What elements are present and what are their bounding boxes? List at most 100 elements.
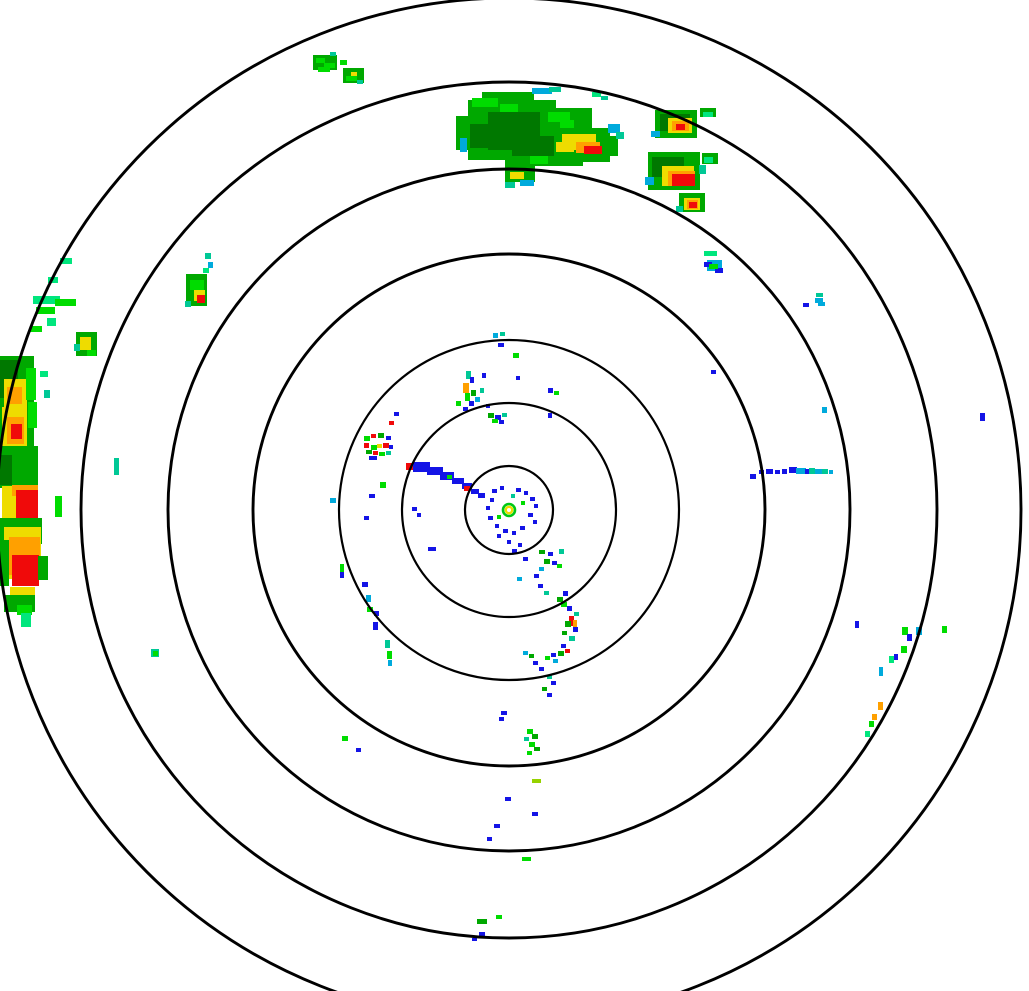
- echo-bin: [548, 552, 553, 556]
- echo-bin: [501, 711, 507, 715]
- echo-bin: [487, 837, 492, 841]
- echo-bin: [74, 344, 80, 351]
- echo-bin: [520, 526, 525, 530]
- echo-bin: [478, 493, 485, 498]
- echo-bin: [428, 547, 436, 551]
- echo-bin: [497, 534, 501, 538]
- echo-bin: [470, 377, 474, 383]
- echo-bin: [869, 721, 874, 727]
- echo-bin: [153, 651, 158, 656]
- echo-bin: [380, 482, 386, 488]
- echo-bin: [782, 469, 787, 474]
- echo-bin: [356, 748, 361, 752]
- echo-bin: [601, 96, 608, 100]
- echo-bin: [815, 469, 822, 474]
- echo-bin: [495, 524, 499, 528]
- echo-bin: [324, 63, 335, 68]
- echo-bin: [608, 124, 620, 133]
- echo-bin: [371, 434, 376, 438]
- echo-bin: [357, 80, 363, 84]
- echo-bin: [704, 157, 713, 163]
- echo-bin: [538, 584, 543, 588]
- echo-bin: [373, 622, 378, 630]
- echo-bin: [565, 649, 570, 653]
- echo-bin: [524, 491, 528, 495]
- echo-bin: [21, 613, 31, 627]
- echo-bin: [498, 343, 504, 347]
- echo-bin: [715, 268, 723, 273]
- echo-bin: [472, 938, 477, 941]
- echo-bin: [672, 174, 695, 186]
- echo-bin: [496, 915, 502, 919]
- echo-bin: [494, 824, 500, 828]
- echo-bin: [532, 779, 541, 783]
- echo-bin: [26, 368, 36, 400]
- echo-bin: [872, 714, 877, 720]
- echo-bin: [346, 76, 357, 81]
- echo-bin: [488, 516, 493, 520]
- echo-bin: [197, 295, 205, 303]
- echo-bin: [547, 693, 552, 697]
- echo-bin: [528, 513, 533, 517]
- echo-bin: [366, 595, 371, 602]
- echo-bin: [544, 591, 549, 595]
- echo-bin: [520, 180, 534, 186]
- echo-bin: [512, 136, 554, 156]
- echo-bin: [534, 504, 538, 508]
- echo-bin: [711, 370, 716, 374]
- echo-bin: [497, 515, 501, 519]
- echo-bin: [879, 667, 883, 676]
- echo-bin: [551, 653, 556, 657]
- echo-bin: [516, 488, 521, 492]
- echo-bin: [548, 112, 570, 122]
- echo-bin: [477, 919, 487, 924]
- echo-bin: [902, 627, 908, 635]
- echo-bin: [386, 436, 391, 440]
- echo-bin: [829, 470, 833, 474]
- echo-bin: [532, 734, 538, 739]
- echo-bin: [464, 486, 470, 491]
- echo-bin: [527, 729, 533, 734]
- echo-bin: [500, 332, 505, 336]
- echo-bin: [796, 468, 806, 474]
- echo-bin: [488, 413, 494, 418]
- echo-bin: [55, 299, 76, 306]
- echo-bin: [511, 494, 515, 498]
- echo-bin: [55, 496, 62, 517]
- echo-bin: [16, 490, 38, 520]
- echo-bin: [552, 561, 557, 565]
- echo-bin: [469, 401, 474, 406]
- echo-bin: [534, 574, 539, 578]
- echo-bin: [493, 333, 498, 338]
- echo-bin: [466, 371, 471, 379]
- echo-bin: [388, 660, 392, 666]
- echo-bin: [563, 591, 568, 596]
- echo-bin: [412, 507, 417, 511]
- echo-bin: [471, 390, 476, 396]
- echo-bin: [366, 450, 372, 454]
- echo-bin: [30, 326, 42, 332]
- echo-bin: [516, 376, 520, 380]
- echo-bin: [386, 451, 391, 455]
- echo-bin: [512, 531, 516, 535]
- echo-bin: [522, 857, 531, 861]
- echo-bin: [548, 388, 553, 393]
- echo-bin: [539, 550, 545, 554]
- echo-bin: [805, 469, 810, 474]
- echo-bin: [499, 717, 504, 721]
- echo-bin: [907, 634, 912, 641]
- echo-bin: [505, 797, 511, 801]
- echo-bin: [554, 391, 559, 395]
- echo-bin: [502, 413, 507, 417]
- echo-bin: [340, 572, 344, 578]
- echo-bin: [513, 353, 519, 358]
- echo-bin: [512, 549, 517, 553]
- echo-bin: [17, 605, 32, 615]
- echo-bin: [427, 467, 443, 475]
- echo-bin: [10, 587, 35, 598]
- echo-bin: [539, 667, 544, 671]
- echo-bin: [387, 651, 392, 659]
- range-ring: [79, 80, 939, 940]
- echo-bin: [490, 498, 494, 502]
